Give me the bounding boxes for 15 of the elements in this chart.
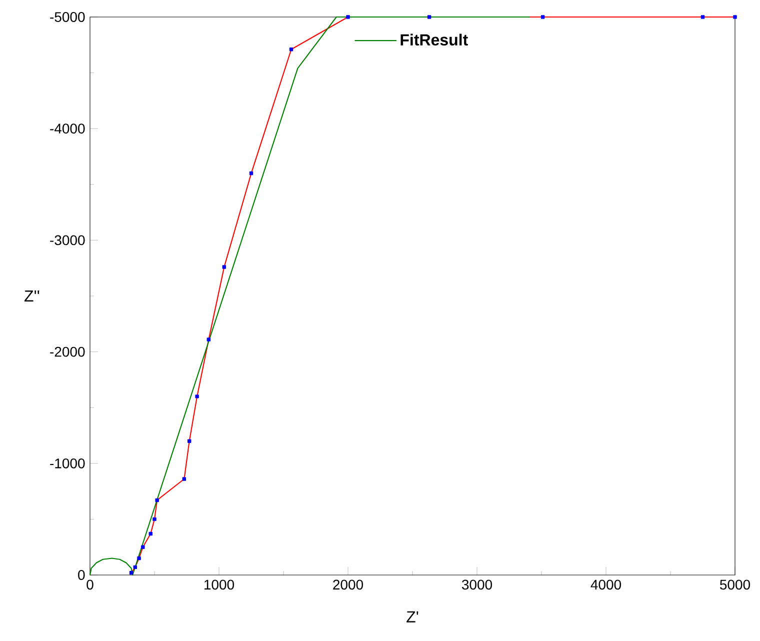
y-axis-title: Z'' xyxy=(24,290,40,302)
y-tick-label: -4000 xyxy=(50,124,85,134)
x-tick-label: 0 xyxy=(86,580,94,590)
y-tick-label: 0 xyxy=(78,570,85,580)
legend-label: FitResult xyxy=(400,34,468,46)
y-tick-label: -3000 xyxy=(50,235,85,246)
y-tick-label: -2000 xyxy=(50,346,85,357)
x-tick-label: 3000 xyxy=(462,580,492,590)
x-tick-label: 5000 xyxy=(720,580,750,590)
y-tick-label: -1000 xyxy=(50,458,85,468)
x-tick-label: 1000 xyxy=(204,580,234,590)
x-axis-title: Z' xyxy=(406,611,418,622)
x-tick-label: 4000 xyxy=(590,580,622,590)
x-tick-label: 2000 xyxy=(333,580,364,590)
y-tick-label: -5000 xyxy=(50,12,85,22)
